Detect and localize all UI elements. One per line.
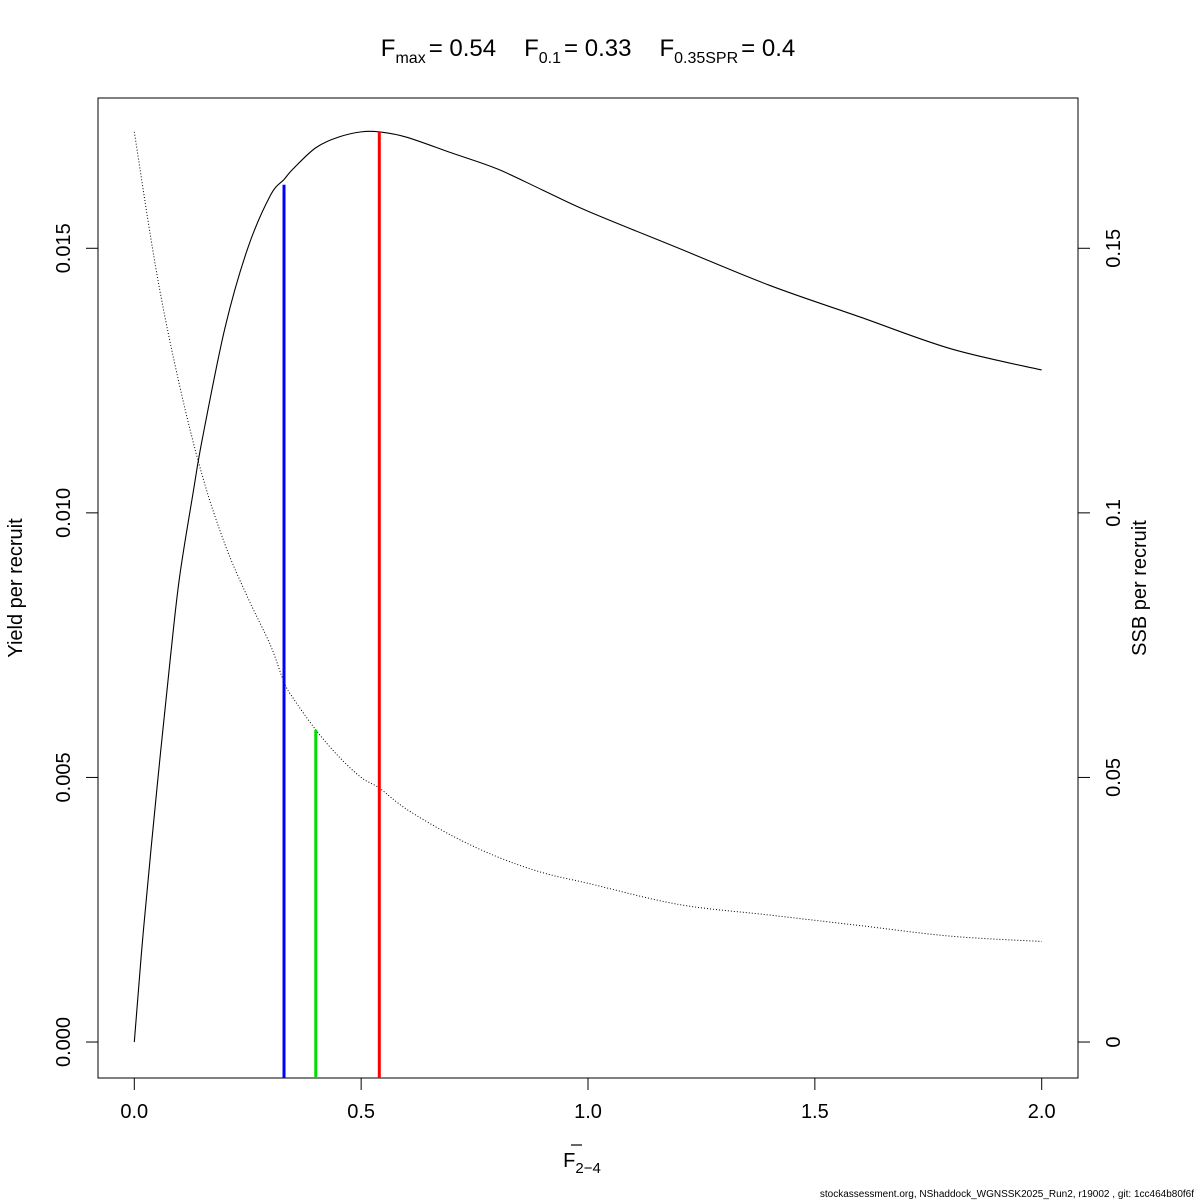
y-left-tick-label: 0.000 (53, 1017, 75, 1067)
x-tick-label: 0.5 (347, 1101, 375, 1123)
y-axis-left-title: Yield per recruit (5, 518, 27, 658)
y-left-tick-label: 0.005 (53, 752, 75, 802)
y-left-tick-label: 0.010 (53, 488, 75, 538)
title-fmax-value: = 0.54 (429, 35, 496, 62)
title-f01-value: = 0.33 (564, 35, 631, 62)
y-right-tick-label: 0 (1103, 1036, 1125, 1047)
chart-title: Fmax = 0.54 F0.1 = 0.33 F0.35SPR = 0.4 (381, 35, 795, 67)
title-f01-symbol: F (524, 35, 539, 62)
y-axis-right: 0 0.05 0.1 0.15 (1077, 229, 1125, 1048)
series-layer (133, 130, 1042, 1043)
y-axis-left: 0.000 0.005 0.010 0.015 (53, 223, 99, 1067)
yield-per-recruit-line (133, 130, 1042, 1043)
y-right-tick-label: 0.1 (1103, 499, 1125, 527)
x-axis-title-main: F (563, 1150, 575, 1172)
x-axis-title: F2−4 (563, 1150, 601, 1177)
title-fspr-symbol: F (659, 35, 674, 62)
x-axis-title-sub: 2−4 (575, 1160, 600, 1177)
x-axis: 0.0 0.5 1.0 1.5 2.0 (120, 1077, 1056, 1123)
title-fmax-symbol: F (381, 35, 396, 62)
ssb-per-recruit-line (133, 131, 1042, 942)
title-fspr-value: = 0.4 (741, 35, 795, 62)
title-f01-subscript: 0.1 (539, 50, 561, 67)
x-tick-label: 2.0 (1028, 1101, 1056, 1123)
title-fmax-subscript: max (395, 50, 425, 67)
y-right-tick-label: 0.15 (1103, 229, 1125, 268)
reference-lines (282, 131, 381, 1078)
x-tick-label: 1.0 (574, 1101, 602, 1123)
x-tick-label: 1.5 (801, 1101, 829, 1123)
title-fspr-subscript: 0.35SPR (674, 50, 738, 67)
y-axis-right-title: SSB per recruit (1129, 520, 1151, 656)
plot-frame (97, 97, 1079, 1079)
y-left-tick-label: 0.015 (53, 223, 75, 273)
footer-text: stockassessment.org, NShaddock_WGNSSK202… (820, 1189, 1194, 1200)
y-right-tick-label: 0.05 (1103, 758, 1125, 797)
x-tick-label: 0.0 (120, 1101, 148, 1123)
